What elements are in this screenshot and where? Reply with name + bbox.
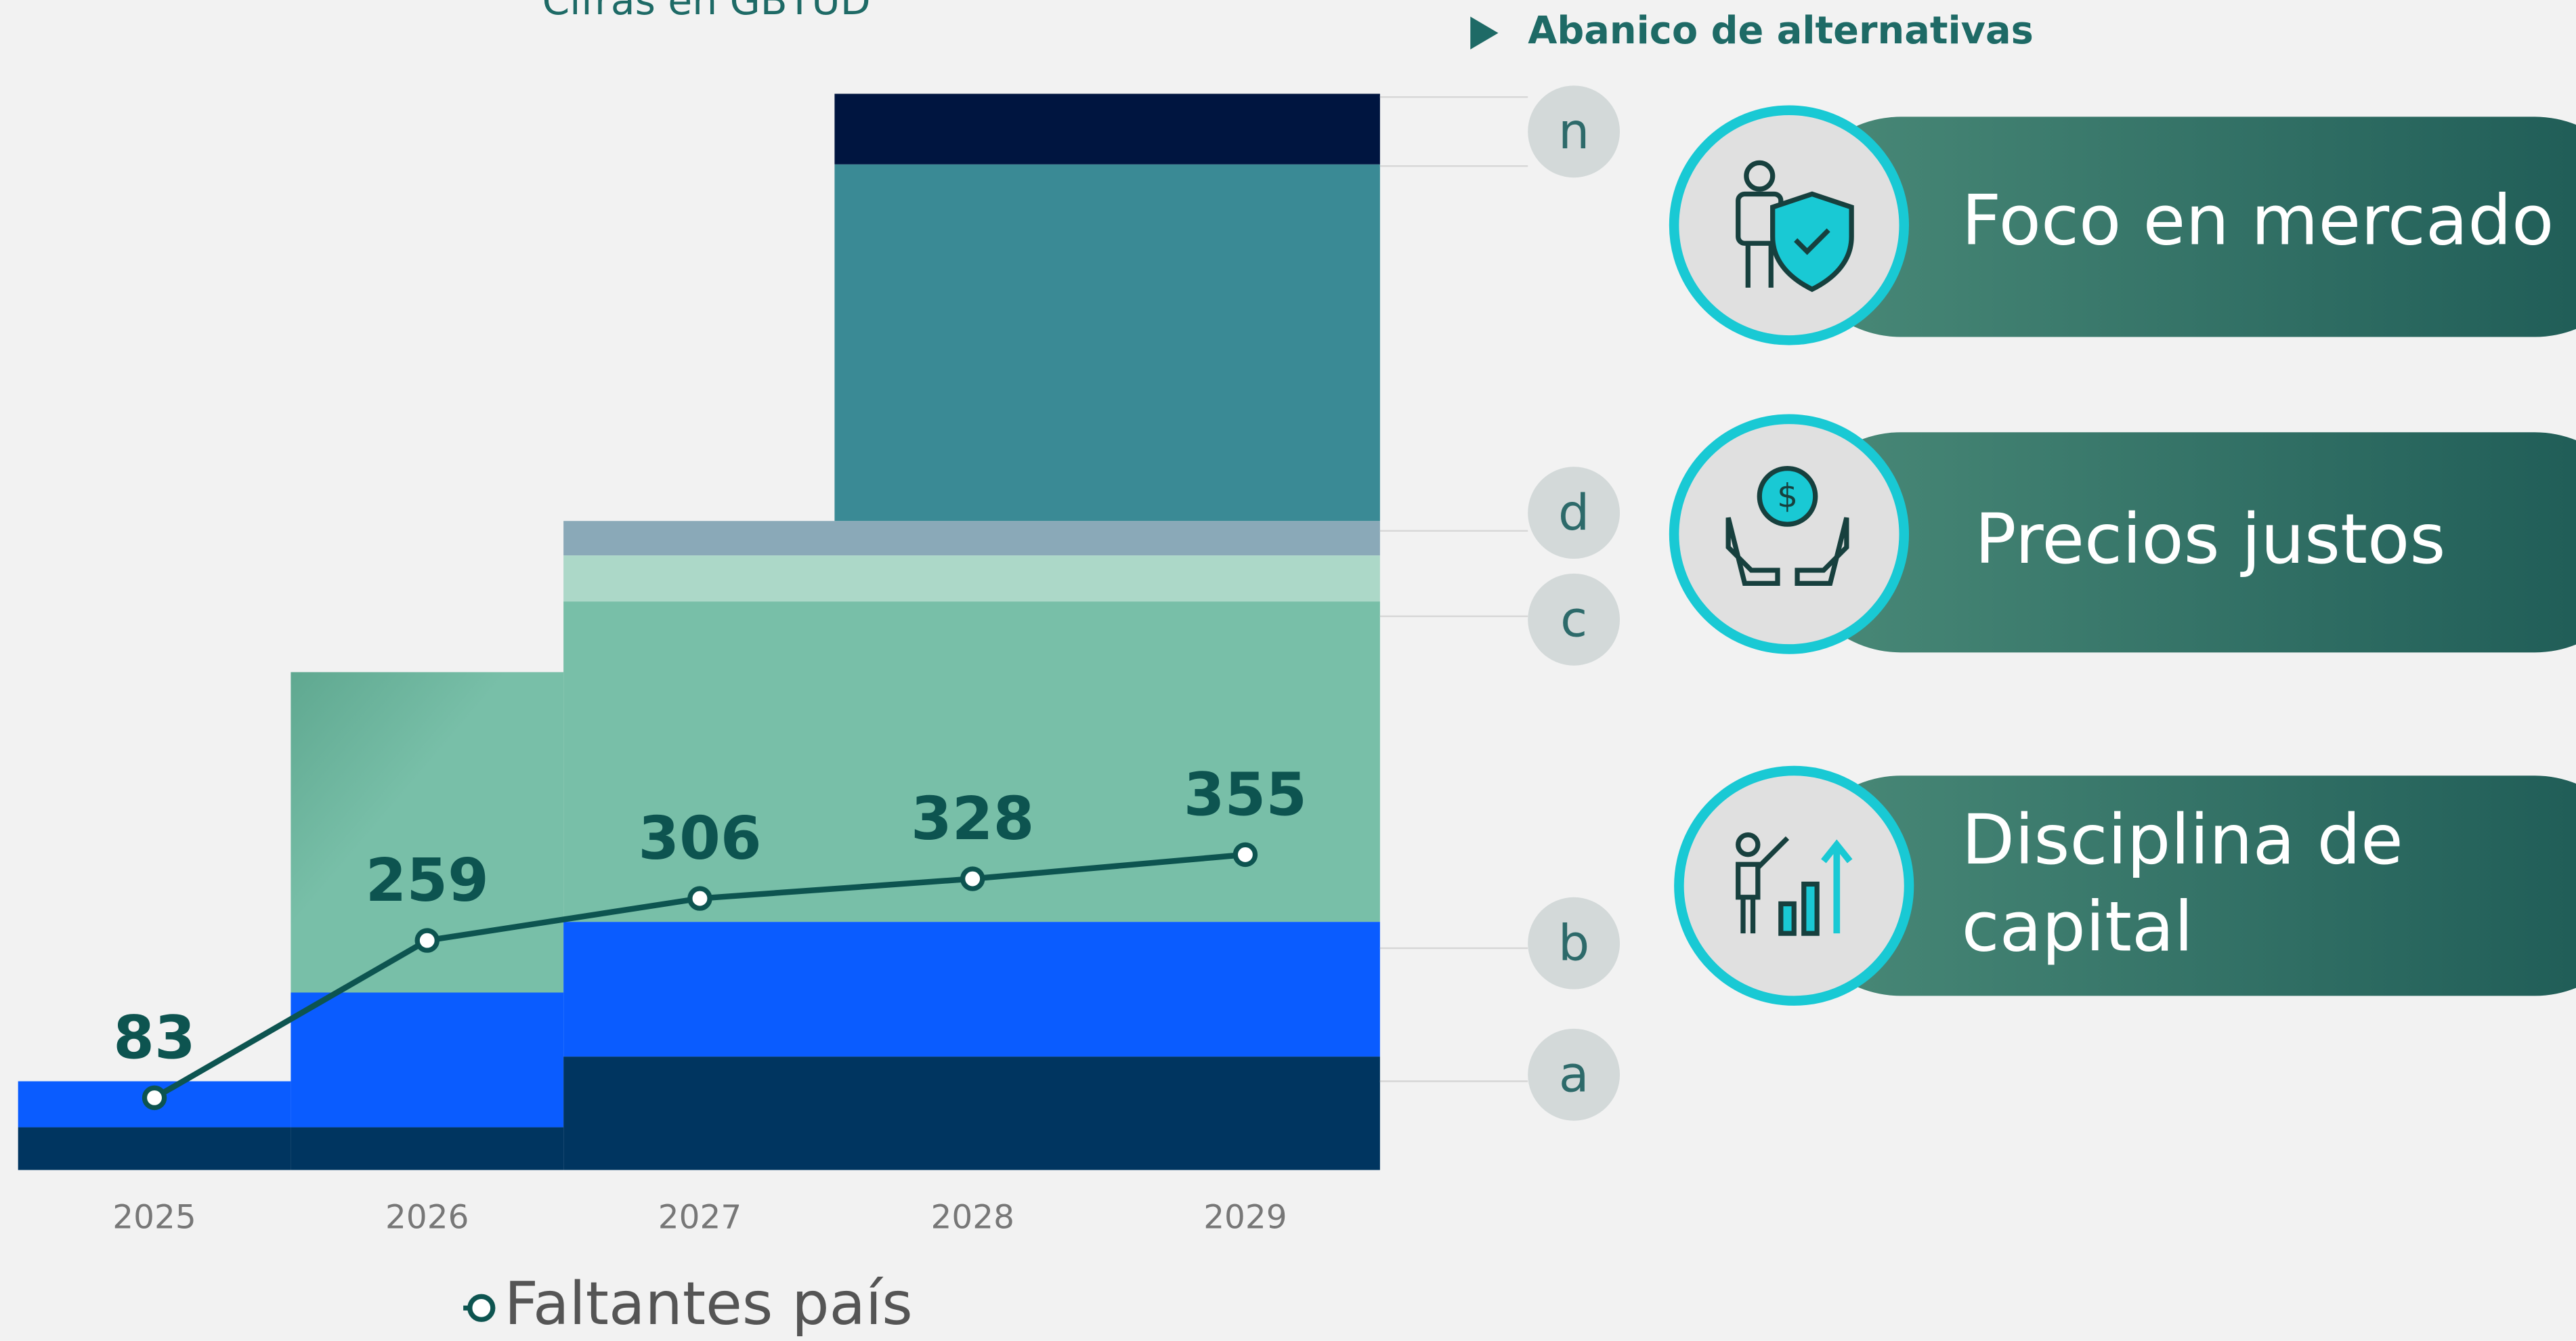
value-label: 328 <box>911 784 1034 853</box>
point <box>1232 842 1258 868</box>
point <box>960 866 985 891</box>
icon <box>1736 832 1853 936</box>
subtitle: Cifras en GBTUD <box>542 0 871 24</box>
label-circle <box>1528 573 1620 666</box>
card-text: capital <box>1962 887 2193 968</box>
card <box>1790 432 2576 653</box>
point <box>414 928 439 953</box>
label-circle <box>1528 897 1620 989</box>
block <box>291 992 564 1128</box>
block-label: a <box>1559 1046 1589 1104</box>
alternatives-title: Abanico de alternativas <box>1528 9 2034 53</box>
value-label: 83 <box>113 1003 196 1072</box>
card-text: Foco en mercado <box>1962 180 2554 261</box>
card-text: Precios justos <box>1975 499 2445 580</box>
value-label: 306 <box>638 804 761 873</box>
value-label: 355 <box>1184 760 1307 829</box>
svg-text:$: $ <box>1777 477 1798 515</box>
card-icon <box>1674 765 1914 1006</box>
label-circle <box>1528 467 1620 559</box>
point <box>687 886 712 911</box>
point <box>142 1085 167 1111</box>
card <box>1790 775 2576 996</box>
value-label: 259 <box>366 846 489 915</box>
x-tick-label: 2029 <box>1203 1198 1287 1236</box>
card-text: Disciplina de <box>1962 800 2403 880</box>
icon <box>1736 160 1854 293</box>
block <box>834 93 1380 165</box>
legend-marker <box>467 1294 496 1322</box>
icon: $ <box>1725 465 1849 587</box>
block <box>18 1127 291 1170</box>
legend-label: Faltantes país <box>505 1269 913 1338</box>
bullet <box>1470 16 1499 49</box>
x-tick-label: 2027 <box>658 1198 742 1236</box>
card <box>1790 116 2576 337</box>
block-label: d <box>1558 484 1589 542</box>
block <box>563 1057 1380 1170</box>
x-tick-label: 2025 <box>112 1198 196 1236</box>
block-label: c <box>1560 591 1587 649</box>
label-circle <box>1528 85 1620 178</box>
block <box>563 521 1380 556</box>
block-label: n <box>1558 103 1589 161</box>
block-labels: n d c b a <box>1528 85 1620 1121</box>
block <box>291 1127 564 1170</box>
block-label: b <box>1558 915 1589 973</box>
label-circle <box>1528 1028 1620 1121</box>
cards: Foco en mercado $ Precios justos Discipl… <box>1669 105 2576 1006</box>
guides <box>1379 96 1528 1082</box>
x-tick-label: 2026 <box>385 1198 469 1236</box>
x-tick-label: 2028 <box>930 1198 1014 1236</box>
block <box>834 164 1380 522</box>
card-icon <box>1669 414 1910 654</box>
blocks <box>18 93 1380 1170</box>
block <box>563 555 1380 602</box>
block <box>563 922 1380 1057</box>
